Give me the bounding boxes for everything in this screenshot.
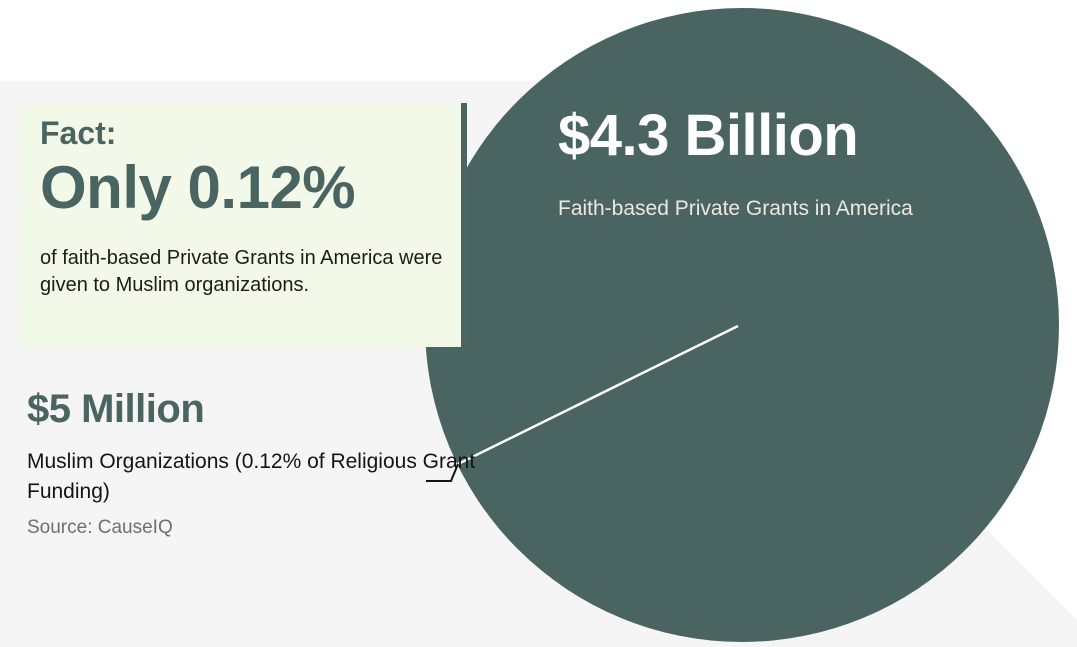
fact-description: of faith-based Private Grants in America… [40, 247, 443, 296]
circle-value: $4.3 Billion [558, 103, 859, 168]
fact-stat: Only 0.12% [40, 154, 356, 221]
fact-label: Fact: [40, 115, 117, 151]
segment-value: $5 Million [27, 387, 205, 431]
circle-label: Faith-based Private Grants in America [558, 197, 913, 220]
segment-label: Muslim Organizations (0.12% of Religious… [27, 450, 476, 504]
fact-box: Fact: Only 0.12% of faith-based Private … [19, 103, 467, 347]
source-note: Source: CauseIQ [27, 517, 173, 538]
